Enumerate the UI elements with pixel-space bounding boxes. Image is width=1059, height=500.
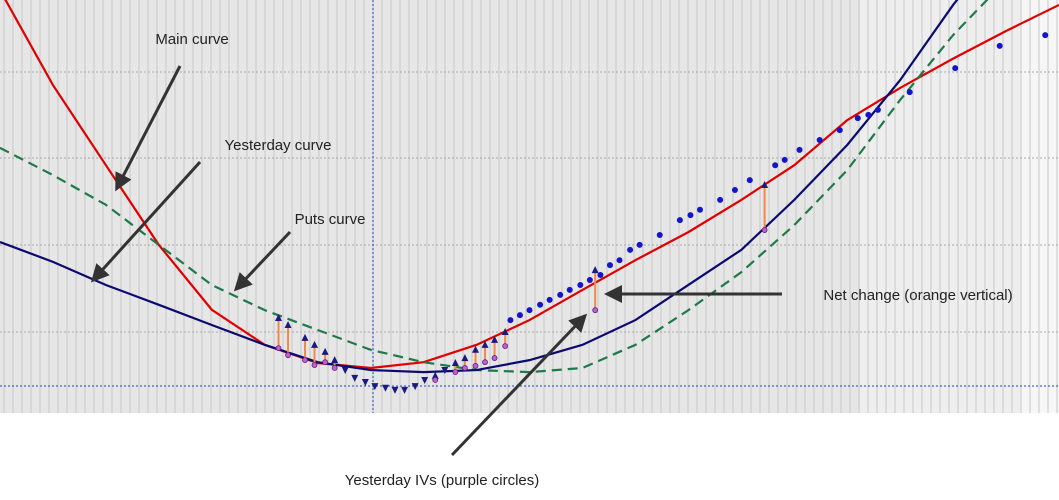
iv-point xyxy=(906,89,913,96)
annotation: Puts curve xyxy=(295,211,366,228)
iv-point xyxy=(1042,32,1049,39)
triangle-point xyxy=(401,386,409,394)
triangle-point xyxy=(331,356,339,364)
triangle-point xyxy=(341,367,349,375)
iv-point xyxy=(566,286,573,293)
plot-background xyxy=(0,0,860,413)
iv-point xyxy=(606,262,613,269)
curve xyxy=(4,0,1059,370)
annotation: Main curve xyxy=(155,31,228,48)
triangle-point xyxy=(491,335,499,343)
iv-point xyxy=(546,296,553,303)
triangle-point xyxy=(411,383,419,391)
triangle-point xyxy=(301,333,309,341)
iv-point xyxy=(577,281,584,288)
iv-point xyxy=(836,127,843,134)
iv-point xyxy=(781,156,788,163)
iv-point xyxy=(636,241,643,248)
yesterday-point xyxy=(491,355,498,361)
triangle-point xyxy=(481,340,489,348)
iv-point xyxy=(656,231,663,238)
curve xyxy=(0,0,959,374)
arrow xyxy=(90,160,202,283)
triangle-point xyxy=(761,181,769,189)
arrow xyxy=(233,230,292,292)
yesterday-point xyxy=(285,352,291,359)
iv-point xyxy=(557,291,564,298)
triangle-point xyxy=(591,266,599,274)
iv-point xyxy=(537,301,544,308)
yesterday-point xyxy=(472,363,479,369)
yesterday-point xyxy=(761,227,768,233)
arrow xyxy=(450,313,588,457)
iv-point xyxy=(816,137,823,144)
triangle-point xyxy=(321,347,329,355)
yesterday-point xyxy=(322,359,329,366)
iv-point xyxy=(772,162,779,169)
arrow xyxy=(115,65,182,192)
yesterday-point xyxy=(311,362,318,368)
yesterday-point xyxy=(462,365,468,371)
triangle-point xyxy=(284,321,292,329)
triangle-point xyxy=(441,367,449,375)
iv-point xyxy=(687,212,694,219)
yesterday-point xyxy=(452,369,459,376)
yesterday-point xyxy=(432,377,439,383)
iv-point xyxy=(996,42,1003,49)
iv-point xyxy=(627,246,634,253)
triangle-point xyxy=(421,376,429,384)
triangle-point xyxy=(381,384,389,392)
iv-point xyxy=(526,307,533,314)
iv-point xyxy=(597,272,604,279)
triangle-point xyxy=(275,314,283,322)
triangle-point xyxy=(501,328,509,336)
iv-point xyxy=(731,186,738,193)
iv-point xyxy=(746,177,753,184)
iv-point xyxy=(507,317,514,324)
annotation: Net change (orange vertical) xyxy=(823,287,1012,304)
iv-point xyxy=(796,146,803,153)
triangle-point xyxy=(451,359,459,367)
iv-point xyxy=(952,65,959,72)
yesterday-point xyxy=(302,357,308,364)
yesterday-point xyxy=(275,345,282,352)
iv-point xyxy=(586,277,593,284)
triangle-point xyxy=(461,354,469,362)
annotation: Yesterday IVs (purple circles) xyxy=(345,472,540,489)
yesterday-point xyxy=(331,365,338,371)
triangle-point xyxy=(311,340,319,348)
triangle-point xyxy=(431,371,439,379)
iv-point xyxy=(717,196,724,203)
iv-point xyxy=(865,111,872,118)
triangle-point xyxy=(371,383,379,391)
annotation: Yesterday curve xyxy=(224,137,331,154)
iv-point xyxy=(696,206,703,213)
yesterday-point xyxy=(502,343,509,349)
iv-point xyxy=(874,106,881,113)
triangle-point xyxy=(391,386,399,394)
iv-point xyxy=(516,312,523,319)
triangle-point xyxy=(351,374,359,382)
triangle-point xyxy=(361,379,369,387)
iv-point xyxy=(616,257,623,264)
iv-point xyxy=(676,217,683,224)
yesterday-point xyxy=(482,359,488,366)
triangle-point xyxy=(471,345,479,353)
yesterday-point xyxy=(592,307,599,314)
iv-point xyxy=(854,115,861,122)
